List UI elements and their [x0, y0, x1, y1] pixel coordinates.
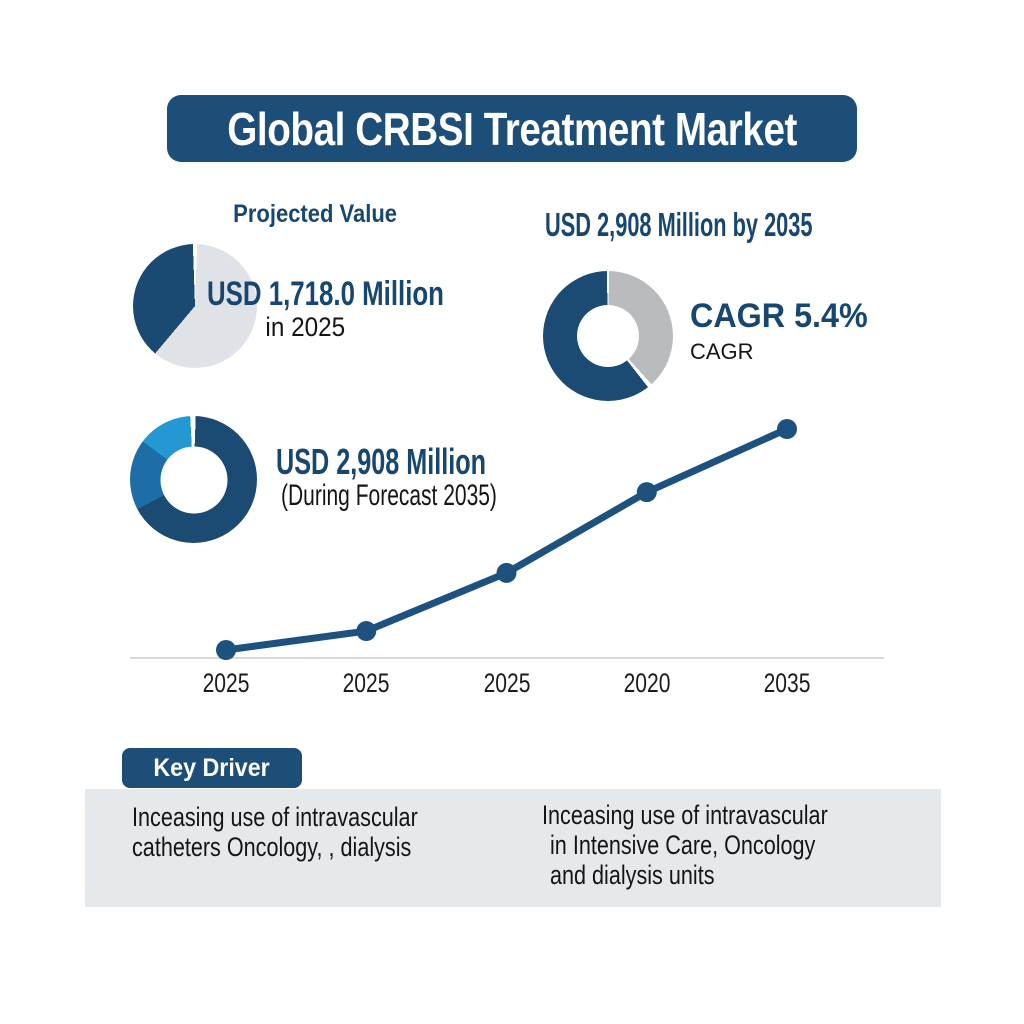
key-driver-right-line-2: in Intensive Care, Oncology	[550, 830, 816, 860]
projected-value-year: in 2025	[195, 312, 415, 343]
data-point-marker	[636, 482, 657, 503]
projected-value-heading: Projected Value	[155, 200, 475, 229]
cagr-label: CAGR	[690, 339, 754, 365]
forecast-value-period: (During Forecast 2035)	[281, 479, 589, 513]
pie-chart-projected-2025	[133, 244, 257, 368]
key-driver-left-text: Inceasing use of intravascular catheters…	[132, 802, 489, 862]
forecast-value-amount-text: USD 2,908 Million	[276, 441, 487, 482]
projected-value-amount-text: USD 1,718.0 Million	[207, 275, 444, 313]
x-axis-label-4: 2020	[623, 668, 671, 698]
donut-chart-cagr	[543, 271, 673, 401]
data-point-marker	[216, 640, 236, 660]
forecast-value-period-text: (During Forecast 2035)	[281, 479, 497, 512]
key-driver-badge: Key Driver	[122, 748, 302, 788]
projected-value-year-text: in 2025	[265, 312, 345, 342]
data-point-marker	[356, 621, 377, 642]
key-driver-panel	[85, 789, 941, 907]
forecast-value-amount: USD 2,908 Million	[276, 441, 576, 483]
key-driver-left-line-2: catheters Oncology, , dialysis	[132, 832, 412, 862]
data-point-marker	[777, 419, 797, 439]
x-axis-label-1: 2025	[202, 668, 250, 698]
title-banner: Global CRBSI Treatment Market	[167, 95, 857, 162]
key-driver-badge-text: Key Driver	[153, 753, 271, 782]
x-axis-label-5: 2035	[763, 668, 811, 698]
cagr-label-text: CAGR	[690, 339, 754, 364]
donut-chart-forecast	[130, 416, 257, 543]
forecast-heading: USD 2,908 Million by 2035	[545, 206, 950, 244]
projected-value-heading-text: Projected Value	[233, 200, 397, 228]
data-point-marker	[496, 562, 517, 583]
key-driver-left-line-1: Inceasing use of intravascular	[132, 802, 418, 832]
projected-value-amount: USD 1,718.0 Million	[207, 275, 519, 314]
donut-hole	[577, 305, 639, 367]
key-driver-right-line-1: Inceasing use of intravascular	[542, 800, 828, 830]
cagr-value-text: CAGR 5.4%	[690, 297, 868, 335]
donut-hole	[160, 446, 227, 513]
x-axis-label-3: 2025	[483, 668, 530, 698]
cagr-value: CAGR 5.4%	[690, 297, 877, 336]
key-driver-right-line-3: and dialysis units	[550, 860, 715, 890]
x-axis-label-2: 2025	[342, 668, 390, 698]
key-driver-right-text: Inceasing use of intravascular in Intens…	[542, 800, 899, 890]
page-title: Global CRBSI Treatment Market	[227, 102, 797, 155]
forecast-heading-text: USD 2,908 Million by 2035	[545, 206, 813, 243]
